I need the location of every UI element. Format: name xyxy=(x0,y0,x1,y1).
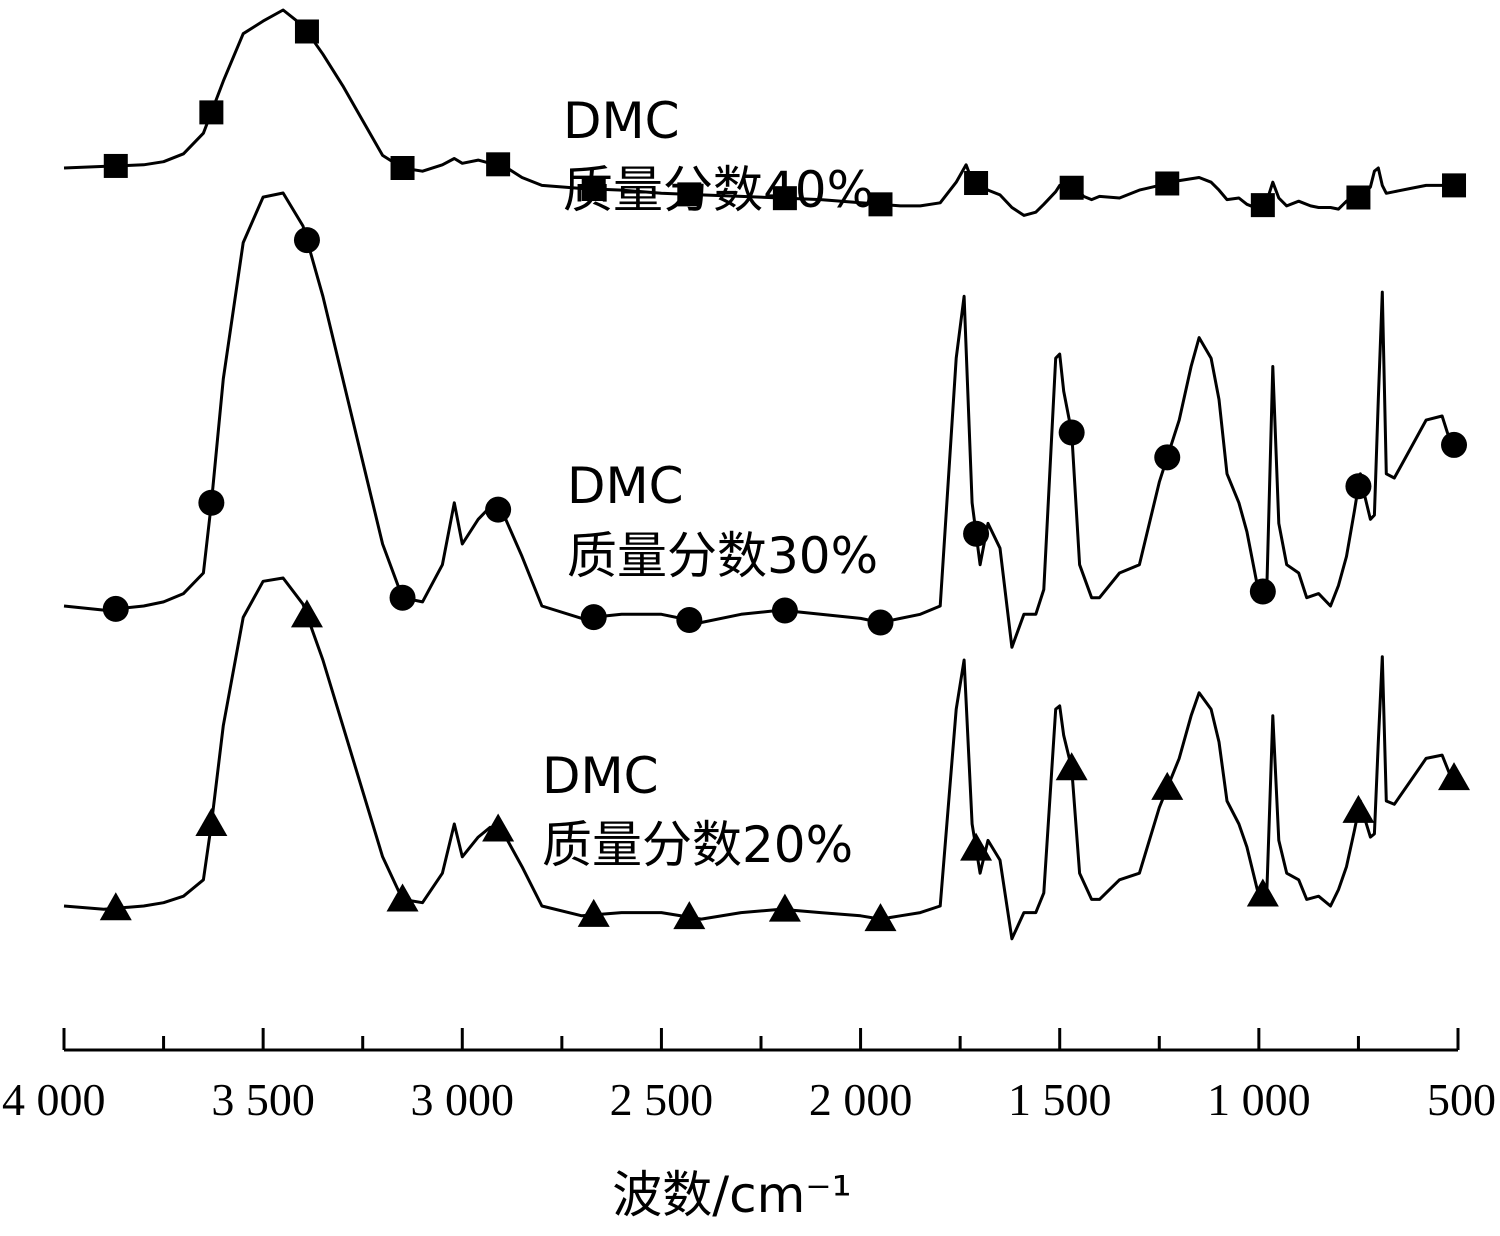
marker-triangle-2 xyxy=(290,599,323,628)
marker-square-4 xyxy=(486,152,511,177)
series-label-40-line2: 质量分数40% xyxy=(563,161,874,219)
series-label-40-line1: DMC xyxy=(563,92,680,150)
marker-circle-14 xyxy=(1441,431,1468,458)
marker-triangle-4 xyxy=(482,813,515,842)
marker-circle-4 xyxy=(485,496,512,523)
marker-square-2 xyxy=(294,19,319,44)
marker-circle-6 xyxy=(676,607,703,634)
marker-square-8 xyxy=(868,192,893,217)
marker-circle-7 xyxy=(771,597,798,624)
marker-circle-2 xyxy=(293,227,320,254)
series-line-1 xyxy=(63,191,1460,649)
marker-circle-0 xyxy=(102,595,129,622)
marker-square-9 xyxy=(964,171,989,196)
marker-triangle-12 xyxy=(1246,878,1279,907)
marker-circle-13 xyxy=(1345,473,1372,500)
marker-triangle-11 xyxy=(1151,771,1184,800)
marker-triangle-13 xyxy=(1342,794,1375,823)
series-labels-group: DMC 质量分数40% DMC 质量分数30% DMC 质量分数20% xyxy=(542,92,878,874)
marker-circle-5 xyxy=(580,604,607,631)
x-tick-label-1500: 1 500 xyxy=(1008,1074,1112,1125)
marker-triangle-7 xyxy=(768,893,801,922)
marker-triangle-8 xyxy=(864,903,897,932)
x-tick-labels-group: 4 000 3 500 3 000 2 500 2 000 1 500 1 000 500 xyxy=(2,1074,1496,1125)
marker-circle-12 xyxy=(1249,578,1276,605)
marker-circle-3 xyxy=(389,584,416,611)
x-tick-label-1000: 1 000 xyxy=(1207,1074,1311,1125)
marker-triangle-1 xyxy=(195,808,228,836)
marker-square-6 xyxy=(677,182,702,207)
marker-square-14 xyxy=(1442,173,1467,198)
marker-triangle-6 xyxy=(673,901,706,930)
marker-circle-8 xyxy=(867,609,894,636)
marker-square-0 xyxy=(103,153,128,178)
marker-square-7 xyxy=(772,186,797,211)
x-tick-label-3500: 3 500 xyxy=(211,1074,315,1125)
marker-triangle-10 xyxy=(1055,752,1088,781)
marker-square-13 xyxy=(1346,185,1371,210)
marker-circle-10 xyxy=(1058,419,1085,446)
x-tick-label-3000: 3 000 xyxy=(411,1074,515,1125)
marker-square-11 xyxy=(1155,171,1180,196)
marker-square-1 xyxy=(199,100,224,125)
marker-circle-11 xyxy=(1154,444,1181,471)
marker-square-3 xyxy=(390,156,415,180)
marker-triangle-14 xyxy=(1438,762,1471,791)
marker-triangle-5 xyxy=(577,898,610,927)
marker-circle-9 xyxy=(963,520,990,547)
x-tick-label-2500: 2 500 xyxy=(610,1074,714,1125)
x-tick-label-500: 500 xyxy=(1427,1074,1496,1125)
x-ticks-group xyxy=(62,1028,1460,1050)
marker-triangle-9 xyxy=(960,832,993,861)
series-label-30-line2: 质量分数30% xyxy=(567,527,878,585)
marker-circle-1 xyxy=(198,489,225,516)
x-axis-title: 波数/cm⁻¹ xyxy=(612,1166,851,1224)
marker-square-5 xyxy=(581,177,606,202)
spectra-group xyxy=(63,8,1460,941)
x-tick-label-4000: 4 000 xyxy=(2,1074,106,1125)
marker-triangle-0 xyxy=(99,892,132,921)
series-line-2 xyxy=(63,576,1459,941)
series-label-30-line1: DMC xyxy=(567,457,684,515)
markers-group xyxy=(99,19,1471,932)
marker-square-12 xyxy=(1250,193,1275,218)
marker-triangle-3 xyxy=(386,883,419,912)
series-label-20-line1: DMC xyxy=(542,747,659,805)
x-tick-label-2000: 2 000 xyxy=(809,1074,913,1125)
series-label-20-line2: 质量分数20% xyxy=(542,816,853,874)
marker-square-10 xyxy=(1059,175,1084,200)
